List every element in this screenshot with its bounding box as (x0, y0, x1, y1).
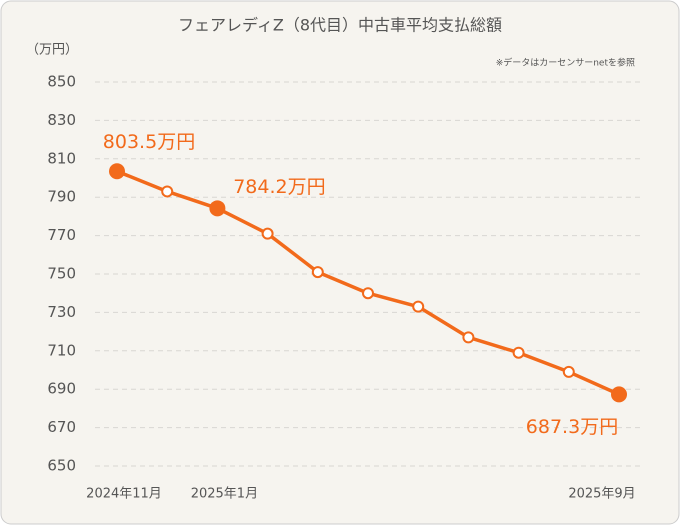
y-tick-label: 690 (47, 380, 76, 398)
point (261, 227, 274, 240)
point (161, 185, 174, 198)
note: ※データはカーセンサーnetを参照 (496, 57, 635, 69)
x-tick-label: 2025年1月 (191, 487, 258, 502)
point (462, 331, 475, 344)
point (311, 266, 324, 279)
data-label: 687.3万円 (526, 416, 618, 438)
y-tick-label: 650 (47, 457, 76, 475)
y-tick-label: 810 (47, 149, 76, 167)
point (512, 346, 525, 359)
x-tick-label: 2025年9月 (568, 487, 635, 502)
y-tick-label: 830 (47, 111, 76, 129)
highlight-point (209, 200, 226, 217)
y-axis-label: （万円） (26, 43, 78, 58)
y-tick-label: 730 (47, 303, 76, 321)
y-tick-label: 710 (47, 341, 76, 359)
y-tick-label: 770 (47, 226, 76, 244)
highlight-point (109, 163, 125, 180)
data-label: 784.2万円 (233, 176, 325, 198)
y-tick-label: 790 (47, 188, 76, 206)
y-tick-label: 850 (47, 73, 76, 91)
point (362, 287, 374, 300)
chart-title: フェアレディZ（8代目）中古車平均支払総額 (178, 16, 502, 35)
data-label: 803.5万円 (103, 131, 195, 153)
x-tick-label: 2024年11月 (86, 487, 162, 502)
y-tick-label: 670 (47, 418, 76, 436)
point (412, 300, 425, 313)
highlight-point (611, 386, 627, 403)
point (562, 365, 575, 378)
y-tick-label: 750 (47, 265, 76, 283)
